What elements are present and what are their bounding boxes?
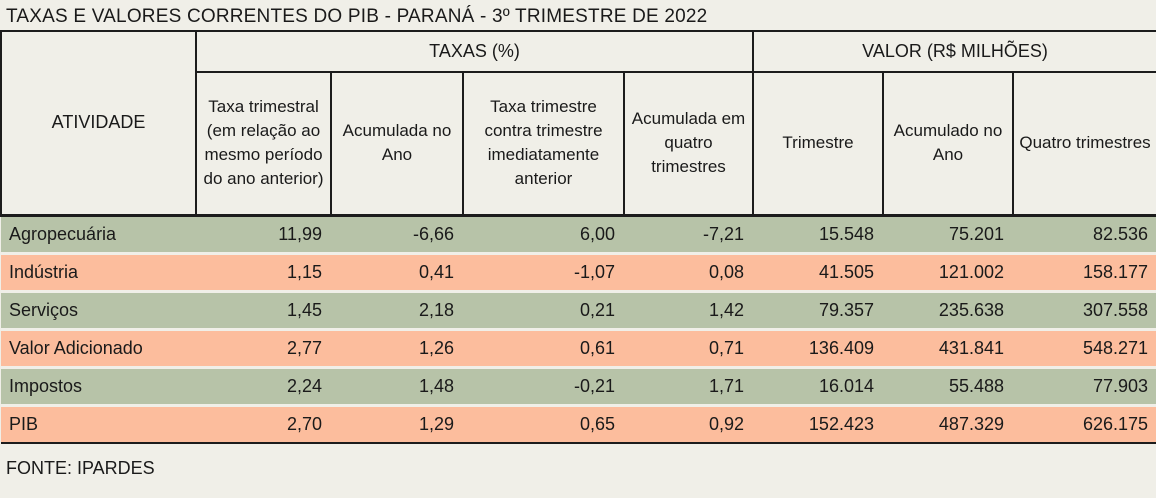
value-cell: 2,77: [286, 337, 322, 358]
value-cell: 1,26: [418, 337, 454, 358]
value-cell: 0,41: [418, 261, 454, 282]
value-cell: 16.014: [818, 375, 874, 396]
value-cell: 2,18: [418, 299, 454, 320]
activity-cell: Valor Adicionado: [9, 337, 143, 358]
value-cell: 0,65: [579, 413, 615, 434]
value-cell: -0,21: [573, 375, 615, 396]
value-cell: 15.548: [818, 223, 874, 244]
activity-cell: Agropecuária: [9, 223, 117, 244]
value-cell: 487.329: [938, 413, 1004, 434]
value-cell: 1,71: [708, 375, 744, 396]
page-title: TAXAS E VALORES CORRENTES DO PIB - PARAN…: [6, 6, 708, 27]
column-header-acumulado-ano: Acumulado no Ano: [882, 71, 1014, 217]
value-cell: 2,24: [286, 375, 322, 396]
value-cell: 0,92: [708, 413, 744, 434]
table-row-valor-adicionado: Valor Adicionado 2,77 1,26 0,61 0,71 136…: [1, 329, 1156, 367]
table-header: ATIVIDADE TAXAS (%) VALOR (R$ MILHÕES) T…: [0, 30, 1156, 217]
value-cell: 41.505: [818, 261, 874, 282]
value-cell: 1,45: [286, 299, 322, 320]
table-row-pib: PIB 2,70 1,29 0,65 0,92 152.423 487.329 …: [1, 405, 1156, 443]
table-row-agropecuaria: Agropecuária 11,99 -6,66 6,00 -7,21 15.5…: [1, 215, 1156, 253]
value-cell: -7,21: [702, 223, 744, 244]
value-cell: 0,61: [579, 337, 615, 358]
table-row-industria: Indústria 1,15 0,41 -1,07 0,08 41.505 12…: [1, 253, 1156, 291]
activity-cell: Impostos: [9, 375, 83, 396]
value-cell: 77.903: [1092, 375, 1149, 396]
value-cell: -1,07: [573, 261, 615, 282]
activity-cell: Indústria: [9, 261, 79, 282]
group-header-valor: VALOR (R$ MILHÕES): [751, 30, 1156, 73]
column-header-acumulada-ano: Acumulada no Ano: [330, 71, 464, 217]
value-cell: 75.201: [948, 223, 1004, 244]
source-note: FONTE: IPARDES: [6, 458, 155, 478]
value-cell: 626.175: [1082, 413, 1149, 434]
value-cell: 0,08: [708, 261, 744, 282]
value-cell: 1,29: [418, 413, 454, 434]
pib-table: ATIVIDADE TAXAS (%) VALOR (R$ MILHÕES) T…: [0, 30, 1156, 444]
value-cell: 0,21: [579, 299, 615, 320]
activity-cell: Serviços: [9, 299, 79, 320]
value-cell: 82.536: [1092, 223, 1149, 244]
value-cell: 136.409: [808, 337, 874, 358]
value-cell: -6,66: [412, 223, 454, 244]
column-header-acumulada-quatro-trimestres: Acumulada em quatro trimestres: [623, 71, 754, 217]
value-cell: 1,48: [418, 375, 454, 396]
column-header-taxa-trimestral: Taxa trimestral (em relação ao mesmo per…: [195, 71, 332, 217]
table-row-impostos: Impostos 2,24 1,48 -0,21 1,71 16.014 55.…: [1, 367, 1156, 405]
column-header-atividade: ATIVIDADE: [0, 30, 197, 217]
value-cell: 152.423: [808, 413, 874, 434]
value-cell: 0,71: [708, 337, 744, 358]
column-header-quatro-trimestres: Quatro trimestres: [1011, 71, 1156, 217]
activity-cell: PIB: [9, 413, 39, 434]
value-cell: 307.558: [1082, 299, 1149, 320]
sub-header-row: Taxa trimestral (em relação ao mesmo per…: [1, 71, 1156, 217]
value-cell: 158.177: [1082, 261, 1149, 282]
value-cell: 548.271: [1082, 337, 1149, 358]
value-cell: 121.002: [938, 261, 1004, 282]
value-cell: 2,70: [286, 413, 322, 434]
group-header-taxas: TAXAS (%): [195, 30, 754, 73]
value-cell: 55.488: [948, 375, 1004, 396]
value-cell: 431.841: [938, 337, 1004, 358]
table-body: Agropecuária 11,99 -6,66 6,00 -7,21 15.5…: [1, 215, 1156, 443]
group-header-row: ATIVIDADE TAXAS (%) VALOR (R$ MILHÕES): [0, 30, 1156, 217]
value-cell: 1,15: [286, 261, 322, 282]
value-cell: 6,00: [579, 223, 615, 244]
value-cell: 79.357: [818, 299, 874, 320]
table-row-servicos: Serviços 1,45 2,18 0,21 1,42 79.357 235.…: [1, 291, 1156, 329]
column-header-taxa-trimestre-anterior: Taxa trimestre contra trimestre imediata…: [462, 71, 625, 217]
value-cell: 11,99: [278, 223, 322, 244]
value-cell: 1,42: [708, 299, 744, 320]
value-cell: 235.638: [938, 299, 1004, 320]
column-header-trimestre: Trimestre: [752, 71, 884, 217]
